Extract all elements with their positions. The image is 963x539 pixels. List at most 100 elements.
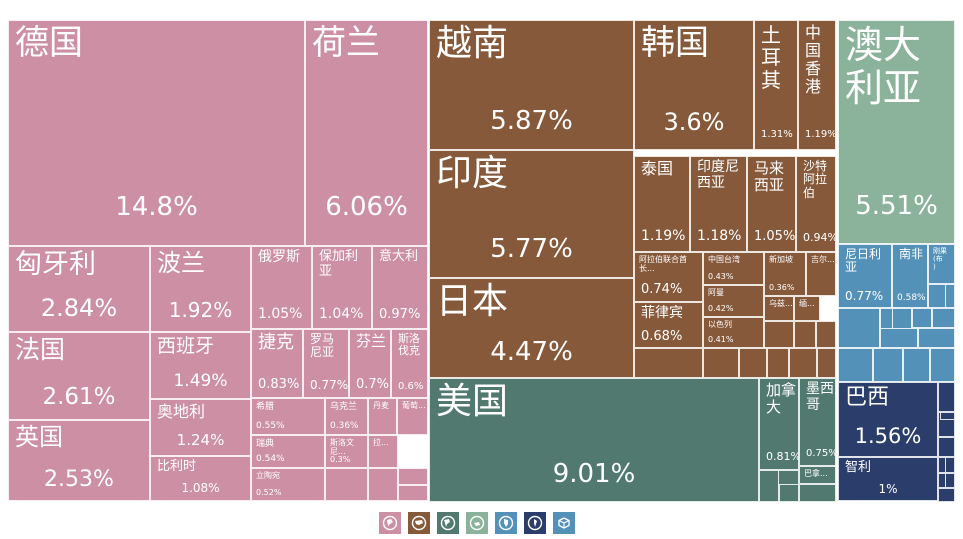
treemap-tile-small[interactable] xyxy=(398,468,428,485)
treemap-tile-墨西哥[interactable]: 墨西 哥 0.75% xyxy=(799,378,836,466)
treemap-tile-土耳其[interactable]: 土 耳 其 1.31% xyxy=(754,20,798,150)
tile-value: 1.05% xyxy=(754,229,796,244)
treemap-tile-马来西亚[interactable]: 马来 西亚 1.05% xyxy=(747,156,796,252)
treemap-tile-small[interactable] xyxy=(945,457,955,473)
treemap-tile-波兰[interactable]: 波兰 1.92% xyxy=(150,246,251,332)
tile-value: 1.19% xyxy=(805,129,836,140)
legend-asia[interactable] xyxy=(407,511,431,535)
treemap-tile-奥地利[interactable]: 奥地利 1.24% xyxy=(150,399,251,456)
treemap-tile-small[interactable] xyxy=(759,470,779,502)
treemap-tile-small[interactable] xyxy=(838,308,880,348)
treemap-tile-small[interactable] xyxy=(838,348,873,382)
treemap-tile-small[interactable] xyxy=(779,484,799,502)
treemap-tile-罗马尼亚[interactable]: 罗马 尼亚 0.77% xyxy=(303,329,349,398)
treemap-tile-small[interactable] xyxy=(767,348,789,378)
treemap-tile-以色列[interactable]: 以色列 0.41% xyxy=(703,317,764,348)
treemap-tile-印度[interactable]: 印度 5.77% xyxy=(429,150,634,278)
treemap-tile-small[interactable] xyxy=(912,308,932,328)
treemap-tile-small[interactable] xyxy=(816,321,836,348)
treemap-tile-small[interactable] xyxy=(703,348,739,378)
treemap-tile-small[interactable] xyxy=(789,348,817,378)
treemap-tile-small[interactable] xyxy=(739,348,767,378)
treemap-tile-立陶宛[interactable]: 立陶宛 0.52% xyxy=(251,468,325,501)
treemap-tile-small[interactable] xyxy=(880,328,918,348)
tile-value: 0.75% xyxy=(806,448,836,459)
treemap-tile-乌兹[interactable]: 乌兹... xyxy=(764,296,794,321)
treemap-tile-德国[interactable]: 德国 14.8% xyxy=(8,20,305,246)
treemap-tile-斯洛文尼[interactable]: 斯洛文尼... 0.3% xyxy=(325,435,368,468)
treemap-tile-沙特阿拉伯[interactable]: 沙特 阿拉 伯 0.94% xyxy=(796,156,836,252)
treemap-tile-乌克兰[interactable]: 乌克兰 0.36% xyxy=(325,398,368,435)
treemap-tile-small[interactable] xyxy=(325,468,368,501)
treemap-tile-small[interactable] xyxy=(938,488,955,502)
treemap-tile-斯洛伐克[interactable]: 斯洛 伐克 0.6% xyxy=(391,329,428,398)
tile-value: 0.83% xyxy=(258,377,300,392)
treemap-tile-希腊[interactable]: 希腊 0.55% xyxy=(251,398,325,435)
treemap-tile-菲律宾[interactable]: 菲律宾 0.68% xyxy=(634,302,703,348)
treemap-tile-芬兰[interactable]: 芬兰 0.7% xyxy=(349,329,391,398)
treemap-tile-中国香港[interactable]: 中 国 香 港 1.19% xyxy=(798,20,836,150)
treemap-tile-small[interactable] xyxy=(932,308,955,328)
treemap-tile-匈牙利[interactable]: 匈牙利 2.84% xyxy=(8,246,150,332)
europe-icon xyxy=(382,515,398,531)
treemap-tile-加拿大[interactable]: 加拿 大 0.81% xyxy=(759,378,799,470)
tile-label: 智利 xyxy=(845,460,872,475)
treemap-tile-意大利[interactable]: 意大利 0.97% xyxy=(372,246,428,329)
treemap-tile-small[interactable] xyxy=(368,468,398,501)
treemap-tile-泰国[interactable]: 泰国 1.19% xyxy=(634,156,690,252)
treemap-tile-英国[interactable]: 英国 2.53% xyxy=(8,420,150,501)
legend-europe[interactable] xyxy=(378,511,402,535)
treemap-tile-阿曼[interactable]: 阿曼 0.42% xyxy=(703,285,764,317)
treemap-tile-尼日利亚[interactable]: 尼日利 亚 0.77% xyxy=(838,244,892,308)
treemap-tile-small[interactable] xyxy=(764,321,794,348)
treemap-tile-small[interactable] xyxy=(938,382,955,412)
treemap-tile-small[interactable] xyxy=(945,473,955,488)
legend-other[interactable] xyxy=(552,511,576,535)
treemap-tile-俄罗斯[interactable]: 俄罗斯 1.05% xyxy=(251,246,312,329)
tile-value: 1.92% xyxy=(168,298,233,322)
treemap-tile-南非[interactable]: 南非 0.58% xyxy=(892,244,928,308)
treemap-tile-捷克[interactable]: 捷克 0.83% xyxy=(251,329,303,398)
treemap-tile-巴西[interactable]: 巴西 1.56% xyxy=(838,382,938,457)
treemap-tile-吉尔[interactable]: 吉尔... xyxy=(806,252,836,296)
treemap-tile-澳大利亚[interactable]: 澳大 利亚 5.51% xyxy=(838,20,955,244)
treemap-tile-越南[interactable]: 越南 5.87% xyxy=(429,20,634,150)
treemap-tile-法国[interactable]: 法国 2.61% xyxy=(8,332,150,420)
tile-label: 越南 xyxy=(436,23,509,64)
treemap-tile-拉[interactable]: 拉... xyxy=(368,435,398,468)
treemap-tile-丹麦[interactable]: 丹麦 xyxy=(368,398,397,435)
treemap-tile-西班牙[interactable]: 西班牙 1.49% xyxy=(150,332,251,399)
treemap-tile-small[interactable] xyxy=(938,437,955,457)
treemap-tile-日本[interactable]: 日本 4.47% xyxy=(429,278,634,378)
treemap-tile-small[interactable] xyxy=(930,348,955,382)
treemap-tile-刚果(布)[interactable]: 刚果 (布 ) xyxy=(928,244,955,284)
treemap-tile-small[interactable] xyxy=(398,485,428,501)
treemap-tile-比利时[interactable]: 比利时 1.08% xyxy=(150,456,251,501)
treemap-tile-智利[interactable]: 智利 1% xyxy=(838,457,938,501)
treemap-tile-缅[interactable]: 缅... xyxy=(794,296,820,321)
treemap-tile-small[interactable] xyxy=(940,412,955,420)
legend-north-america[interactable] xyxy=(436,511,460,535)
treemap-tile-阿拉伯联合酋长[interactable]: 阿拉伯联合酋长... 0.74% xyxy=(634,252,703,302)
treemap-tile-small[interactable] xyxy=(873,348,903,382)
treemap-tile-巴拿[interactable]: 巴拿... xyxy=(799,466,836,484)
treemap-tile-small[interactable] xyxy=(903,348,930,382)
treemap-tile-新加坡[interactable]: 新加坡 0.36% xyxy=(764,252,806,296)
treemap-tile-印度尼西亚[interactable]: 印度尼 西亚 1.18% xyxy=(690,156,747,252)
treemap-tile-small[interactable] xyxy=(799,484,836,502)
treemap-tile-保加利亚[interactable]: 保加利 亚 1.04% xyxy=(312,246,372,329)
treemap-tile-瑞典[interactable]: 瑞典 0.54% xyxy=(251,435,325,468)
legend-south-america[interactable] xyxy=(523,511,547,535)
treemap-tile-small[interactable] xyxy=(918,328,955,348)
treemap-tile-美国[interactable]: 美国 9.01% xyxy=(429,378,759,502)
treemap-tile-韩国[interactable]: 韩国 3.6% xyxy=(634,20,754,150)
treemap-tile-small[interactable] xyxy=(945,284,955,308)
legend-oceania[interactable] xyxy=(465,511,489,535)
treemap-tile-葡萄[interactable]: 葡萄... xyxy=(397,398,428,435)
treemap-tile-small[interactable] xyxy=(817,348,836,378)
treemap-tile-small[interactable] xyxy=(794,321,816,348)
treemap-tile-荷兰[interactable]: 荷兰 6.06% xyxy=(305,20,428,246)
legend-africa[interactable] xyxy=(494,511,518,535)
treemap-tile-中国台湾[interactable]: 中国台湾 0.43% xyxy=(703,252,764,285)
treemap-tile-small[interactable] xyxy=(634,348,703,378)
